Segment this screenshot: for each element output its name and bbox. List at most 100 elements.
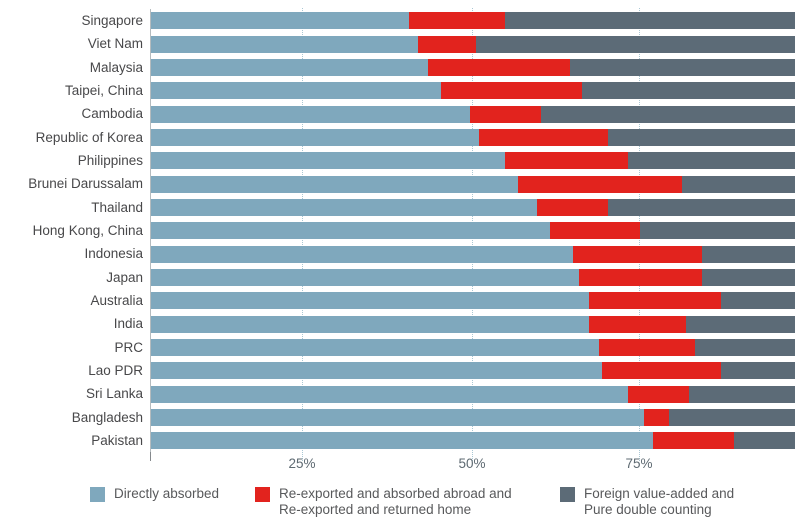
chart-row: Bangladesh [0,406,795,429]
chart-row: Pakistan [0,429,795,452]
bar-segment-foreign-value-added [608,198,795,216]
bar-segment-directly-absorbed [151,198,538,216]
bar-track [151,82,795,100]
legend-label-line: Directly absorbed [114,486,220,501]
bar-track [151,35,795,53]
bar-segment-directly-absorbed [151,245,573,263]
y-axis-line [150,9,151,453]
legend-swatch-foreign-value-added [560,487,575,502]
bar-segment-directly-absorbed [151,222,551,240]
category-label: Taipei, China [64,82,143,98]
chart-row: Singapore [0,9,795,32]
bar-segment-directly-absorbed [151,268,580,286]
category-label: Cambodia [81,106,143,122]
legend-label-line: Foreign value-added and [584,486,735,501]
bar-segment-directly-absorbed [151,315,589,333]
legend-label-foreign-value-added: Foreign value-added and Pure double count… [584,486,734,518]
category-label: Japan [106,269,143,285]
bar-track [151,409,795,427]
bar-segment-re-exported [537,198,609,216]
legend-label-line: Pure double counting [584,502,712,517]
bar-track [151,152,795,170]
chart-row: Cambodia [0,102,795,125]
x-tick-label-25: 25% [288,456,316,471]
bar-track [151,385,795,403]
legend-swatch-re-exported [255,487,270,502]
bar-segment-foreign-value-added [582,82,795,100]
chart-row: Taipei, China [0,79,795,102]
bar-track [151,175,795,193]
bar-segment-re-exported [550,222,641,240]
bar-segment-re-exported [572,245,702,263]
bar-segment-re-exported [469,105,541,123]
legend-label-line: Re-exported and absorbed abroad and [279,486,512,501]
bar-segment-foreign-value-added [695,338,795,356]
x-tick-label-50: 50% [458,456,486,471]
bar-track [151,432,795,450]
bar-segment-foreign-value-added [505,12,795,30]
bar-segment-re-exported [598,338,696,356]
category-label: PRC [114,339,143,355]
category-label: Lao PDR [88,363,143,379]
category-label: Malaysia [89,59,143,75]
bar-segment-directly-absorbed [151,82,441,100]
bar-segment-directly-absorbed [151,35,419,53]
legend-swatch-directly-absorbed [90,487,105,502]
chart-row: Philippines [0,149,795,172]
bar-segment-foreign-value-added [733,432,795,450]
category-label: Indonesia [84,246,143,262]
bar-track [151,338,795,356]
legend-item-directly-absorbed: Directly absorbed [90,486,219,502]
chart-row: Japan [0,266,795,289]
bar-segment-re-exported [579,268,702,286]
bar-segment-re-exported [440,82,583,100]
x-tick-label-75: 75% [625,456,653,471]
bar-segment-re-exported [601,362,721,380]
bar-segment-foreign-value-added [669,409,795,427]
bar-track [151,245,795,263]
bar-segment-directly-absorbed [151,385,628,403]
chart-row: Malaysia [0,56,795,79]
legend-item-foreign-value-added: Foreign value-added and Pure double count… [560,486,734,518]
bar-segment-re-exported [418,35,477,53]
bar-segment-foreign-value-added [720,362,795,380]
bar-segment-directly-absorbed [151,338,599,356]
chart-row: Hong Kong, China [0,219,795,242]
category-label: Philippines [77,152,143,168]
bar-segment-re-exported [588,315,686,333]
bar-track [151,105,795,123]
chart-row: Brunei Darussalam [0,172,795,195]
bar-segment-foreign-value-added [682,175,795,193]
bar-segment-directly-absorbed [151,105,470,123]
bar-segment-foreign-value-added [540,105,795,123]
category-label: Singapore [81,12,143,28]
bar-segment-foreign-value-added [701,268,795,286]
bar-track [151,268,795,286]
chart-row: Viet Nam [0,32,795,55]
bar-segment-re-exported [408,12,506,30]
bar-segment-re-exported [479,128,609,146]
bar-segment-directly-absorbed [151,175,519,193]
category-label: Viet Nam [87,36,143,52]
x-axis-zero-tick [150,452,151,461]
bar-track [151,315,795,333]
category-label: Sri Lanka [85,386,143,402]
legend-item-re-exported: Re-exported and absorbed abroad and Re-ex… [255,486,512,518]
category-label: Thailand [91,199,143,215]
bar-rows: Singapore Viet Nam Malaysia Taipei, Chin… [0,9,795,453]
bar-segment-directly-absorbed [151,409,644,427]
bar-segment-foreign-value-added [688,385,795,403]
bar-segment-directly-absorbed [151,362,602,380]
bar-segment-foreign-value-added [627,152,795,170]
bar-segment-re-exported [643,409,670,427]
chart-row: India [0,312,795,335]
bar-segment-re-exported [627,385,689,403]
category-label: Pakistan [91,433,143,449]
legend-label-directly-absorbed: Directly absorbed [114,486,219,502]
chart-row: Indonesia [0,242,795,265]
category-label: Republic of Korea [35,129,143,145]
bar-track [151,292,795,310]
bar-segment-directly-absorbed [151,128,480,146]
bar-track [151,128,795,146]
